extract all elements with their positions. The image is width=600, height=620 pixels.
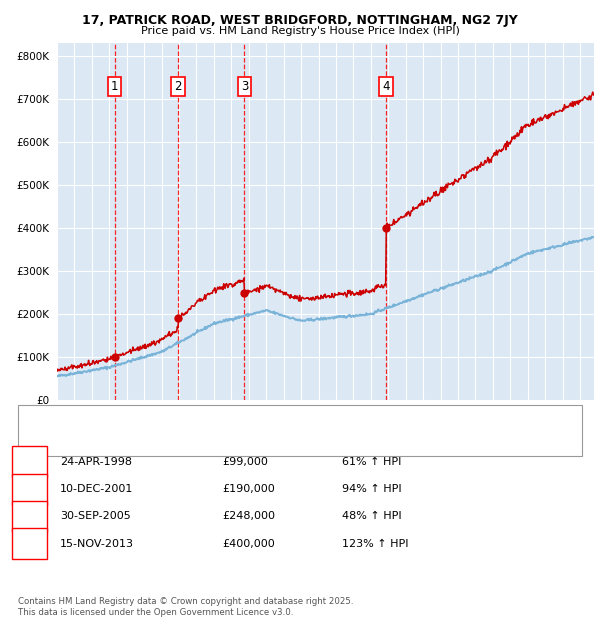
Text: 10-DEC-2001: 10-DEC-2001 bbox=[60, 484, 133, 494]
Text: 94% ↑ HPI: 94% ↑ HPI bbox=[342, 484, 401, 494]
Text: 1: 1 bbox=[111, 80, 118, 92]
Text: Contains HM Land Registry data © Crown copyright and database right 2025.
This d: Contains HM Land Registry data © Crown c… bbox=[18, 598, 353, 617]
Text: 3: 3 bbox=[26, 512, 33, 521]
Text: Price paid vs. HM Land Registry's House Price Index (HPI): Price paid vs. HM Land Registry's House … bbox=[140, 26, 460, 36]
Text: 15-NOV-2013: 15-NOV-2013 bbox=[60, 539, 134, 549]
Text: 1: 1 bbox=[26, 457, 33, 467]
Text: 2: 2 bbox=[26, 484, 33, 494]
Text: 4: 4 bbox=[382, 80, 390, 92]
Text: 4: 4 bbox=[26, 539, 33, 549]
Text: 3: 3 bbox=[241, 80, 248, 92]
Text: 24-APR-1998: 24-APR-1998 bbox=[60, 457, 132, 467]
Text: 61% ↑ HPI: 61% ↑ HPI bbox=[342, 457, 401, 467]
Text: HPI: Average price, semi-detached house, Rushcliffe: HPI: Average price, semi-detached house,… bbox=[63, 437, 311, 446]
Text: £99,000: £99,000 bbox=[222, 457, 268, 467]
Text: 17, PATRICK ROAD, WEST BRIDGFORD, NOTTINGHAM, NG2 7JY (semi-detached house): 17, PATRICK ROAD, WEST BRIDGFORD, NOTTIN… bbox=[63, 415, 470, 423]
Text: 30-SEP-2005: 30-SEP-2005 bbox=[60, 512, 131, 521]
Text: 2: 2 bbox=[174, 80, 182, 92]
Text: 123% ↑ HPI: 123% ↑ HPI bbox=[342, 539, 409, 549]
Text: £400,000: £400,000 bbox=[222, 539, 275, 549]
Text: 17, PATRICK ROAD, WEST BRIDGFORD, NOTTINGHAM, NG2 7JY: 17, PATRICK ROAD, WEST BRIDGFORD, NOTTIN… bbox=[82, 14, 518, 27]
Text: 48% ↑ HPI: 48% ↑ HPI bbox=[342, 512, 401, 521]
Text: £190,000: £190,000 bbox=[222, 484, 275, 494]
Text: £248,000: £248,000 bbox=[222, 512, 275, 521]
